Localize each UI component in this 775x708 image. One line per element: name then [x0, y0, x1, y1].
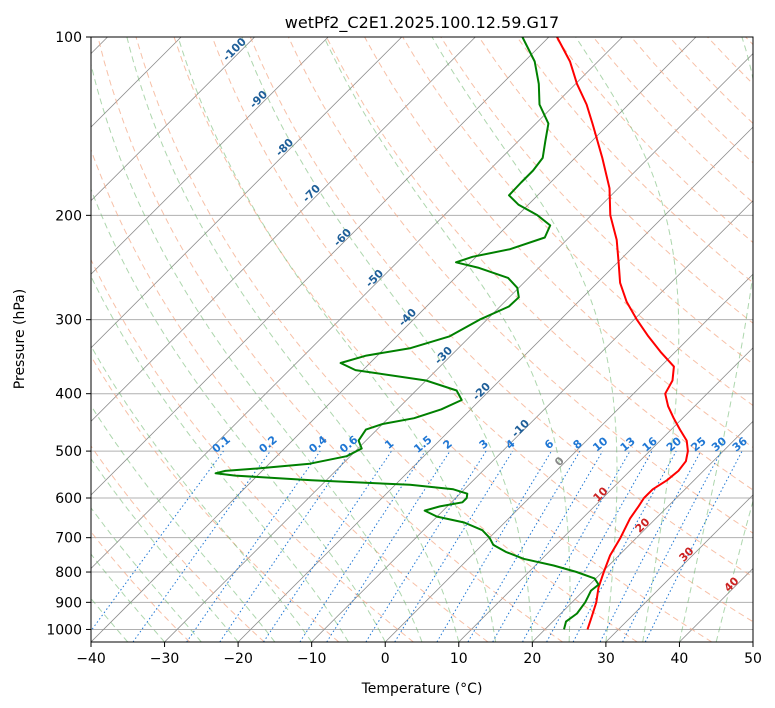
dry-adiabat [287, 37, 753, 534]
mixing-ratio-line [394, 450, 514, 642]
dry-adiabat [249, 37, 753, 578]
chart-title: wetPf2_C2E1.2025.100.12.59.G17 [285, 13, 559, 33]
mixing-ratio-line [186, 450, 321, 642]
x-tick-label: 20 [523, 651, 541, 667]
moist-adiabat [126, 37, 460, 642]
x-tick-label: 30 [597, 651, 615, 667]
moist-adiabat [575, 37, 680, 642]
y-tick-label: 200 [55, 208, 82, 224]
y-tick-label: 1000 [46, 622, 82, 638]
moist-adiabat [241, 37, 533, 642]
moist-adiabat [431, 37, 618, 642]
mixing-ratio-line [644, 450, 743, 642]
plot-frame [90, 36, 754, 643]
dry-adiabat [326, 37, 753, 491]
dry-adiabat [91, 355, 340, 642]
x-axis-label: Temperature (°C) [361, 681, 483, 697]
x-tick-label: 10 [450, 651, 468, 667]
x-tick-label: −30 [150, 651, 180, 667]
skewed-isotherm [91, 37, 329, 275]
y-tick-label: 600 [55, 491, 82, 507]
skewed-isotherm [237, 126, 753, 642]
y-tick-label: 400 [55, 387, 82, 403]
moist-adiabat [91, 188, 386, 642]
y-axis-label: Pressure (hPa) [12, 289, 28, 389]
skewed-isotherm [384, 273, 753, 642]
mixing-ratio-line [299, 450, 426, 642]
skewed-isotherm [532, 420, 753, 642]
moist-adiabat [715, 498, 753, 642]
skewed-isotherm [458, 347, 753, 642]
moist-adiabat [678, 37, 753, 642]
x-tick-label: 50 [744, 651, 762, 667]
y-tick-label: 700 [55, 531, 82, 547]
dry-adiabat [211, 37, 753, 623]
moist-adiabat [91, 62, 423, 642]
moist-adiabat [91, 404, 276, 642]
skewed-isotherm [91, 37, 550, 496]
mixing-ratio-line [219, 450, 352, 642]
dry-adiabat [91, 258, 414, 642]
dry-adiabat [97, 37, 563, 642]
skewed-isotherm [91, 37, 476, 422]
x-tick-label: −20 [223, 651, 253, 667]
skewed-isotherm [91, 37, 255, 202]
moist-adiabat [91, 597, 129, 642]
x-tick-label: −10 [297, 651, 327, 667]
mixing-ratio-line [132, 450, 271, 642]
mixing-ratio-line [91, 450, 224, 632]
moist-adiabat [91, 345, 313, 642]
mixing-ratio-line [263, 450, 392, 642]
mixing-ratio-line [326, 450, 451, 642]
mixing-ratio-line [572, 450, 677, 642]
skewed-isotherm [91, 37, 623, 570]
y-tick-label: 800 [55, 565, 82, 581]
moist-adiabat [177, 37, 497, 642]
moist-adiabat [91, 275, 349, 642]
mixing-ratio-line [522, 450, 631, 642]
x-tick-label: 40 [671, 651, 689, 667]
mixing-ratio-line [546, 450, 653, 642]
moist-adiabat [91, 507, 202, 642]
y-tick-label: 100 [55, 30, 82, 46]
moist-adiabat [91, 553, 165, 642]
x-axis-ticks: −40 −30 −20 −10 0 10 20 30 40 50 [76, 642, 762, 667]
dewpoint-profile-line [214, 37, 600, 630]
moist-adiabat [323, 37, 571, 642]
x-tick-label: 0 [381, 651, 390, 667]
dry-adiabat [91, 445, 265, 642]
x-tick-label: −40 [76, 651, 106, 667]
background-lines [91, 37, 753, 642]
dry-adiabat [173, 37, 713, 642]
y-tick-label: 900 [55, 595, 82, 611]
skewed-isotherm [164, 52, 753, 642]
temperature-profile-line [556, 37, 689, 630]
skewed-isotherm [91, 37, 403, 349]
profile-lines [214, 37, 689, 630]
skewed-isotherm [605, 494, 753, 642]
y-tick-label: 300 [55, 313, 82, 329]
y-axis-ticks: 100 200 300 400 500 600 700 800 900 1000 [46, 30, 91, 638]
moist-adiabat [91, 457, 239, 642]
y-tick-label: 500 [55, 444, 82, 460]
